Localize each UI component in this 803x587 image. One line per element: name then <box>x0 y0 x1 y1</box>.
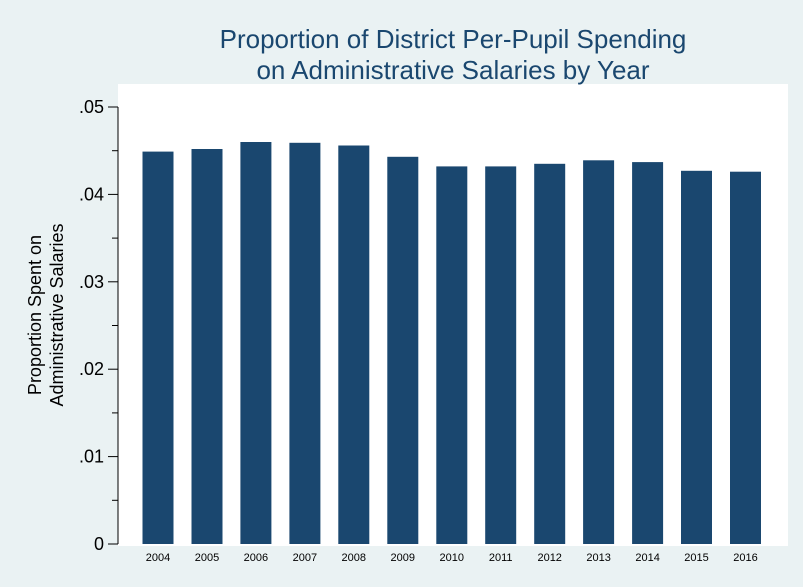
bar-2005 <box>191 149 223 544</box>
x-tick-label-2010: 2010 <box>440 552 464 564</box>
bar-2006 <box>240 142 272 544</box>
chart-title-line-2: on Administrative Salaries by Year <box>256 55 649 85</box>
y-axis-label-line-1: Proportion Spent on <box>25 235 45 395</box>
x-tick-label-2016: 2016 <box>733 552 757 564</box>
x-tick-label-2011: 2011 <box>489 552 513 564</box>
bar-2012 <box>534 163 566 545</box>
y-axis-label-line-2: Administrative Salaries <box>47 223 67 406</box>
bar-2004 <box>142 151 174 544</box>
x-tick-label-2008: 2008 <box>342 552 366 564</box>
x-tick-label-2012: 2012 <box>537 552 561 564</box>
x-tick-label-2006: 2006 <box>244 552 268 564</box>
bar-2010 <box>436 166 468 544</box>
x-tick-label-2005: 2005 <box>195 552 219 564</box>
x-tick-label-2013: 2013 <box>586 552 610 564</box>
y-tick-label: 0 <box>94 534 104 554</box>
y-tick-label: .01 <box>79 447 104 467</box>
x-axis: 2004 2005 2006 2007 2008 2009 2010 2011 2012 2013… <box>146 552 758 564</box>
y-tick-label: .02 <box>79 359 104 379</box>
x-tick-label-2004: 2004 <box>146 552 170 564</box>
bar-2009 <box>387 156 419 545</box>
bar-2011 <box>485 166 517 544</box>
y-tick-label: .04 <box>79 184 104 204</box>
x-tick-label-2007: 2007 <box>293 552 317 564</box>
chart-title-line-1: Proportion of District Per-Pupil Spendin… <box>220 24 687 54</box>
bars-group <box>142 142 761 545</box>
x-tick-label-2015: 2015 <box>684 552 708 564</box>
bar-2013 <box>583 160 615 545</box>
y-tick-label: .05 <box>79 97 104 117</box>
bar-2008 <box>338 145 370 544</box>
x-tick-label-2014: 2014 <box>635 552 659 564</box>
y-tick-label: .03 <box>79 272 104 292</box>
x-tick-label-2009: 2009 <box>391 552 415 564</box>
bar-2014 <box>632 162 664 544</box>
y-axis: 0 .01 .02 .03 .04 .05 <box>79 97 119 554</box>
bar-2016 <box>730 171 761 544</box>
bar-2015 <box>681 170 712 545</box>
bar-2007 <box>289 142 321 545</box>
